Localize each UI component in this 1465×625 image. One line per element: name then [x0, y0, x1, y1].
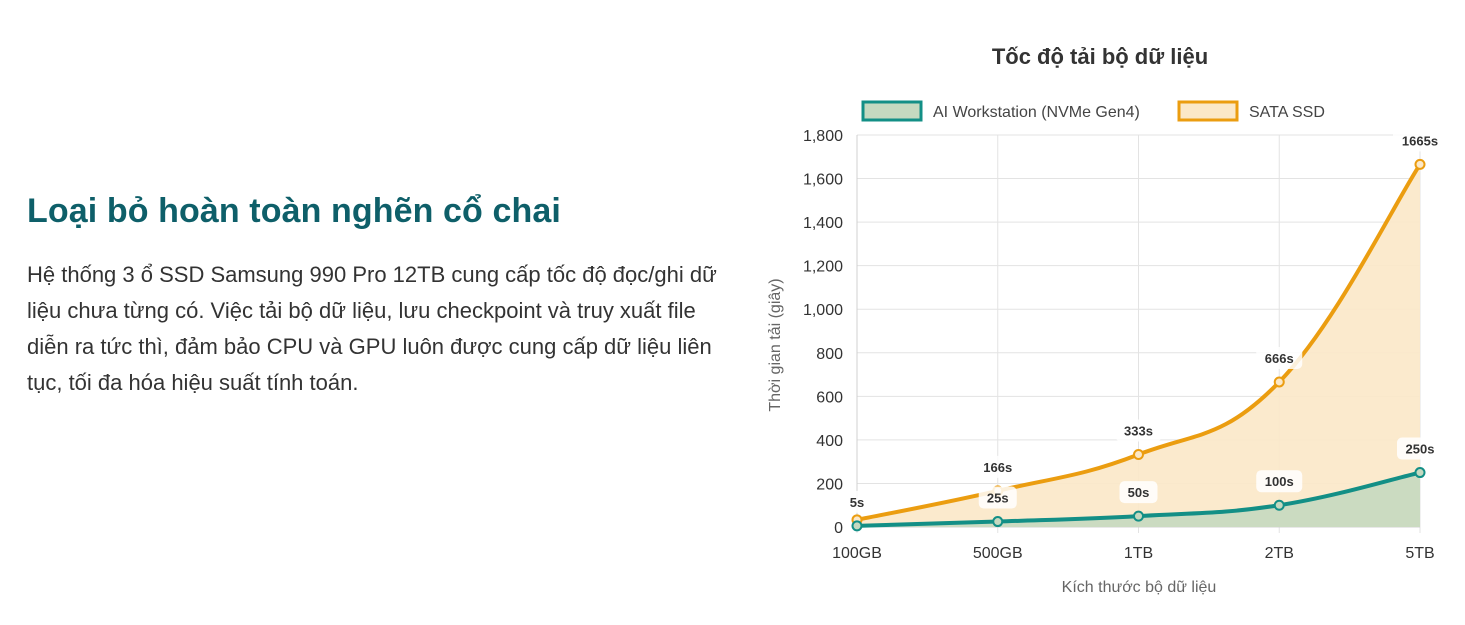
data-label-bg — [974, 455, 1021, 478]
data-point — [1133, 510, 1144, 522]
load-speed-chart: Tốc độ tải bộ dữ liệu 5s 25s 50s 100s 250s 16… — [745, 30, 1460, 620]
chart-canvas: Tốc độ tải bộ dữ liệu 5s 25s 50s 100s 250s 16… — [767, 44, 1447, 596]
data-label-bg — [1119, 481, 1158, 504]
y-tick-label: 0 — [834, 520, 843, 537]
data-label-bg — [842, 490, 872, 513]
data-label: 666s — [1265, 351, 1294, 366]
data-label: 250s — [1406, 442, 1435, 457]
data-labels: 5s 25s 50s 100s 250s 166s 333s 666s 1665s — [842, 129, 1447, 513]
y-tick-label: 400 — [816, 433, 843, 450]
data-label: 333s — [1124, 423, 1153, 438]
legend: AI Workstation (NVMe Gen4) SATA SSD — [861, 100, 1325, 122]
data-label-bg — [1397, 437, 1443, 460]
data-label-bg — [1393, 129, 1447, 152]
data-point — [1414, 158, 1426, 170]
legend-label: SATA SSD — [1249, 104, 1325, 121]
x-tick-label: 2TB — [1265, 545, 1294, 562]
data-label-bg — [1115, 419, 1162, 442]
data-point — [1273, 376, 1285, 388]
legend-swatch — [861, 100, 923, 122]
legend-label: AI Workstation (NVMe Gen4) — [933, 104, 1140, 121]
data-label: 100s — [1265, 474, 1294, 489]
y-tick-label: 1,800 — [803, 128, 843, 145]
y-tick-label: 200 — [816, 476, 843, 493]
intro-section: Loại bỏ hoàn toàn nghẽn cổ chai Hệ thống… — [27, 192, 717, 401]
section-body: Hệ thống 3 ổ SSD Samsung 990 Pro 12TB cu… — [27, 262, 717, 395]
data-label: 166s — [983, 460, 1012, 475]
series-area-1 — [857, 164, 1420, 527]
x-axis-title: Kích thước bộ dữ liệu — [1062, 579, 1217, 596]
data-point — [851, 520, 863, 532]
x-tick-label: 5TB — [1405, 545, 1434, 562]
data-point — [1273, 499, 1285, 511]
y-tick-label: 1,600 — [803, 172, 843, 189]
series-areas — [857, 164, 1420, 527]
section-heading: Loại bỏ hoàn toàn nghẽn cổ chai — [27, 192, 561, 230]
series-line-1 — [856, 163, 1422, 522]
data-label: 5s — [850, 495, 864, 510]
data-label: 50s — [1128, 485, 1150, 500]
y-axis-title: Thời gian tải (giây) — [767, 278, 784, 411]
legend-swatch — [1177, 100, 1239, 122]
data-label: 25s — [987, 491, 1009, 506]
chart-title: Tốc độ tải bộ dữ liệu — [992, 44, 1208, 69]
y-tick-label: 800 — [816, 346, 843, 363]
x-tick-label: 100GB — [832, 545, 882, 562]
y-tick-label: 1,200 — [803, 259, 843, 276]
data-point — [1133, 448, 1144, 460]
x-tick-label: 500GB — [973, 545, 1023, 562]
data-label: 1665s — [1402, 133, 1438, 148]
data-point — [1414, 467, 1426, 479]
data-label-bg — [1256, 470, 1303, 493]
x-tick-label: 1TB — [1124, 545, 1153, 562]
data-point — [992, 516, 1004, 528]
axis-ticks: 0 200 400 600 800 1,000 1,200 1,400 1,600 1,800 10… — [803, 128, 1435, 562]
data-label-bg — [978, 486, 1017, 509]
y-tick-label: 600 — [816, 389, 843, 406]
data-label-bg — [1256, 346, 1303, 369]
series-area-0 — [857, 472, 1420, 527]
y-tick-label: 1,400 — [803, 215, 843, 232]
y-tick-label: 1,000 — [803, 302, 843, 319]
